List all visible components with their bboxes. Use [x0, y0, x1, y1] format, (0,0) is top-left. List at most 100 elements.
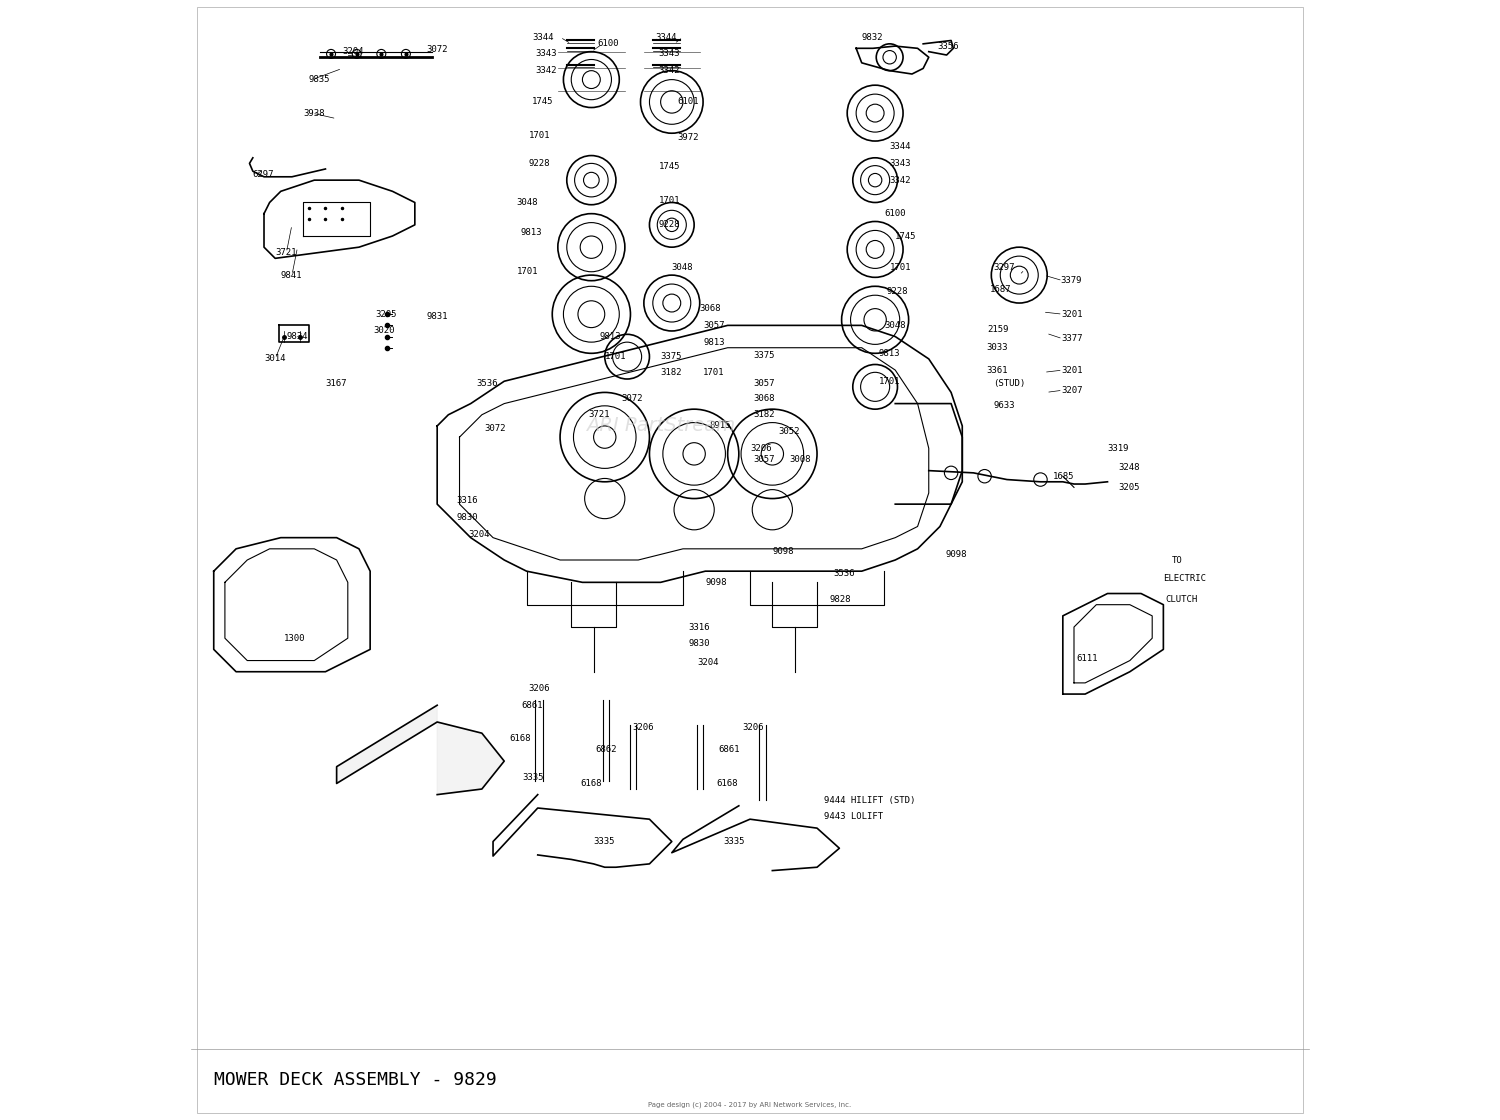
Text: 6101: 6101 [678, 97, 699, 106]
Text: 3536: 3536 [834, 569, 855, 578]
Text: 1701: 1701 [516, 268, 538, 277]
Text: 3379: 3379 [1060, 277, 1082, 286]
Text: 9832: 9832 [861, 32, 883, 41]
Text: 3316: 3316 [456, 496, 477, 505]
Text: 6100: 6100 [597, 39, 618, 48]
Text: 9830: 9830 [688, 640, 709, 648]
Text: 9841: 9841 [280, 271, 303, 280]
Text: 6168: 6168 [580, 778, 602, 788]
Text: 3207: 3207 [1062, 385, 1083, 394]
Text: 3206: 3206 [750, 444, 771, 452]
Text: 1745: 1745 [532, 97, 554, 106]
Text: 9098: 9098 [705, 578, 728, 587]
Text: 3020: 3020 [374, 326, 394, 336]
Text: 3721: 3721 [588, 410, 609, 419]
Text: 3167: 3167 [326, 379, 346, 388]
Text: 9443 LOLIFT: 9443 LOLIFT [824, 812, 884, 821]
Text: 3048: 3048 [884, 321, 906, 330]
Text: 3201: 3201 [1062, 365, 1083, 374]
Text: 9444 HILIFT (STD): 9444 HILIFT (STD) [824, 795, 915, 804]
Text: 3201: 3201 [1062, 310, 1083, 319]
Text: 3057: 3057 [704, 321, 724, 330]
Text: 3204: 3204 [468, 530, 490, 539]
Text: 3248: 3248 [1119, 463, 1140, 472]
Text: 3319: 3319 [1107, 444, 1130, 452]
Text: 9813: 9813 [520, 228, 543, 237]
Text: 3536: 3536 [477, 379, 498, 388]
Text: 2159: 2159 [987, 325, 1008, 335]
Text: 1745: 1745 [658, 162, 680, 171]
Text: 1687: 1687 [990, 286, 1011, 295]
Text: 3048: 3048 [672, 263, 693, 272]
Text: 3375: 3375 [753, 351, 776, 360]
Text: 3048: 3048 [516, 198, 538, 207]
Text: 6861: 6861 [520, 701, 543, 710]
Text: (STUD): (STUD) [993, 379, 1026, 388]
Text: 3072: 3072 [484, 423, 506, 432]
Text: 3343: 3343 [536, 49, 556, 58]
Text: 3068: 3068 [753, 393, 776, 402]
Text: 3182: 3182 [660, 367, 682, 376]
Text: 3033: 3033 [987, 343, 1008, 352]
Text: 3182: 3182 [753, 410, 776, 419]
Text: 3335: 3335 [594, 837, 615, 846]
Text: 9228: 9228 [530, 159, 550, 168]
Text: 3204: 3204 [342, 47, 363, 56]
Text: 9228: 9228 [658, 221, 680, 230]
Text: 9813: 9813 [704, 337, 724, 347]
Text: 6111: 6111 [1076, 654, 1098, 663]
Text: 3361: 3361 [987, 365, 1008, 374]
Text: 3342: 3342 [658, 66, 680, 75]
Text: TO: TO [1173, 556, 1184, 564]
Text: 6297: 6297 [254, 170, 274, 179]
Text: 9813: 9813 [879, 348, 900, 357]
Text: 3972: 3972 [678, 133, 699, 142]
Text: 3344: 3344 [890, 142, 910, 151]
Text: ELECTRIC: ELECTRIC [1164, 575, 1206, 584]
Text: 1745: 1745 [896, 232, 916, 241]
Text: 3342: 3342 [536, 66, 556, 75]
Text: 9228: 9228 [886, 288, 908, 297]
Text: 3335: 3335 [522, 773, 543, 783]
Text: 9830: 9830 [456, 513, 477, 522]
Text: 3052: 3052 [778, 427, 800, 436]
Text: 6168: 6168 [510, 735, 531, 744]
Text: 3205: 3205 [375, 310, 398, 319]
Text: 3072: 3072 [426, 45, 447, 54]
Polygon shape [336, 706, 504, 794]
Text: 3938: 3938 [303, 109, 324, 118]
Text: 1701: 1701 [879, 376, 900, 385]
Text: ARI PartStream: ARI PartStream [586, 417, 735, 436]
Text: 3204: 3204 [698, 659, 718, 668]
Text: 6862: 6862 [596, 746, 618, 755]
Text: 9835: 9835 [309, 75, 330, 84]
Text: 3375: 3375 [660, 352, 682, 361]
Text: 1701: 1701 [890, 263, 910, 272]
Text: 6861: 6861 [718, 746, 740, 755]
Text: 3342: 3342 [890, 176, 910, 185]
Text: 1300: 1300 [284, 634, 306, 643]
Text: 9834: 9834 [286, 332, 308, 342]
Text: 3008: 3008 [789, 455, 810, 464]
Text: 9831: 9831 [426, 312, 447, 321]
Text: 3205: 3205 [1119, 483, 1140, 492]
Text: 1685: 1685 [1053, 472, 1074, 480]
Text: 6168: 6168 [717, 778, 738, 788]
Text: 8915: 8915 [710, 421, 732, 430]
Text: 9633: 9633 [993, 401, 1016, 410]
Text: 3206: 3206 [530, 684, 550, 693]
Text: 3377: 3377 [1062, 334, 1083, 344]
Text: 1701: 1701 [704, 367, 724, 376]
Text: 3206: 3206 [742, 724, 764, 732]
Text: 1701: 1701 [658, 196, 680, 205]
Text: 3316: 3316 [688, 623, 709, 632]
Text: 3343: 3343 [658, 49, 680, 58]
Text: 3344: 3344 [656, 32, 676, 41]
Text: 3014: 3014 [264, 354, 285, 363]
Text: 9098: 9098 [945, 550, 968, 559]
Text: CLUTCH: CLUTCH [1166, 595, 1198, 604]
Text: 3343: 3343 [890, 159, 910, 168]
Text: 9813: 9813 [598, 332, 621, 342]
Text: 6100: 6100 [884, 209, 906, 218]
Text: 3297: 3297 [993, 263, 1016, 272]
